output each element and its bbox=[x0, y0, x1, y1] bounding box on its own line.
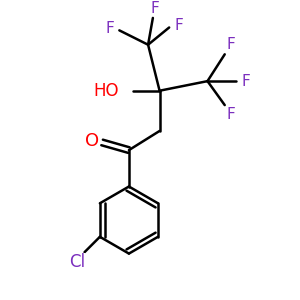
Text: F: F bbox=[150, 1, 159, 16]
Text: F: F bbox=[174, 18, 183, 33]
Text: O: O bbox=[85, 133, 100, 151]
Text: F: F bbox=[226, 37, 235, 52]
Text: F: F bbox=[226, 107, 235, 122]
Text: HO: HO bbox=[94, 82, 119, 100]
Text: Cl: Cl bbox=[69, 253, 85, 271]
Text: F: F bbox=[242, 74, 250, 88]
Text: F: F bbox=[105, 21, 114, 36]
